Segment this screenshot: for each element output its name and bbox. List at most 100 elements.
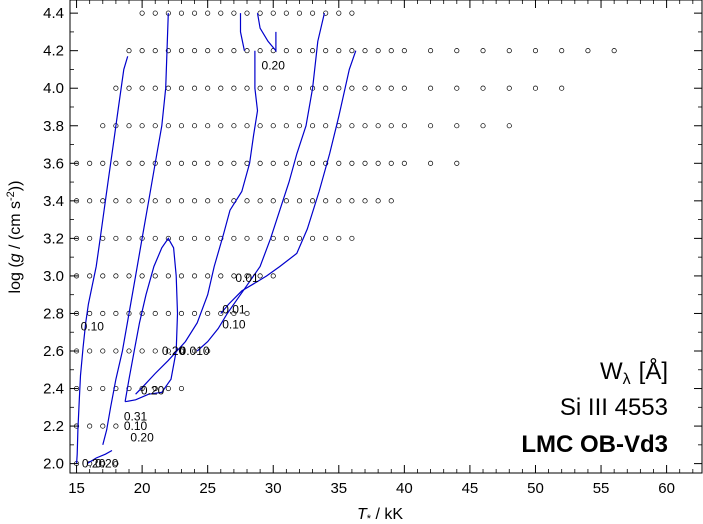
grid-point	[559, 85, 565, 91]
contour-line	[102, 13, 169, 445]
legend-line-3: LMC OB-Vd3	[521, 431, 668, 458]
x-axis-label-main: T	[357, 506, 368, 523]
contour-label: 0.10	[124, 419, 148, 433]
grid-point	[480, 123, 486, 129]
x-tick-label: 15	[68, 480, 85, 497]
grid-point	[257, 85, 263, 91]
grid-point	[480, 85, 486, 91]
grid-point	[310, 10, 316, 16]
grid-point	[283, 10, 289, 16]
contour-line	[135, 50, 259, 395]
y-axis-label-var: g	[7, 253, 24, 262]
grid-point	[205, 310, 211, 317]
grid-point	[87, 198, 93, 204]
grid-point	[113, 198, 119, 204]
grid-point	[349, 198, 355, 204]
grid-point	[152, 273, 158, 279]
grid-point	[218, 160, 224, 166]
y-axis-label-prefix: log (	[7, 262, 24, 294]
contour-line	[196, 12, 325, 352]
grid-point	[244, 85, 250, 91]
grid-point	[139, 10, 145, 16]
grid-point	[218, 123, 224, 129]
grid-point	[283, 85, 289, 91]
grid-point	[100, 348, 106, 354]
grid-point	[192, 10, 198, 16]
grid-point	[192, 85, 198, 91]
grid-point	[178, 123, 185, 129]
grid-point	[454, 123, 460, 129]
legend-wlambda: W	[600, 358, 623, 385]
grid-point	[218, 273, 224, 279]
grid-point	[323, 85, 329, 91]
grid-point	[310, 160, 316, 166]
grid-point	[506, 85, 512, 91]
grid-point	[296, 235, 303, 241]
grid-point	[388, 85, 394, 91]
grid-point	[270, 160, 276, 166]
plot-frame	[69, 0, 703, 474]
grid-point	[244, 273, 250, 279]
grid-point	[362, 48, 368, 54]
grid-point	[87, 160, 93, 166]
grid-point	[257, 198, 263, 204]
grid-point	[349, 48, 355, 54]
grid-point	[152, 85, 158, 91]
grid-point	[375, 198, 381, 204]
y-tick-label: 3.8	[43, 118, 64, 135]
x-tick-label: 50	[527, 480, 544, 497]
grid-point	[283, 235, 289, 241]
grid-point	[205, 10, 211, 16]
grid-point	[362, 198, 368, 204]
grid-point	[192, 310, 198, 317]
grid-point	[532, 85, 539, 91]
grid-point	[218, 48, 224, 54]
contour-line	[239, 13, 245, 51]
contour-label: 0.20	[262, 59, 286, 73]
grid-point	[388, 48, 394, 54]
contour-label: 0.01	[222, 303, 246, 317]
x-axis-label-sub: *	[367, 513, 372, 524]
grid-point	[126, 48, 132, 54]
grid-point	[244, 235, 250, 241]
grid-point	[113, 273, 119, 279]
grid-point	[139, 198, 145, 204]
grid-point	[113, 461, 119, 467]
grid-point	[375, 48, 381, 54]
y-tick-label: 3.0	[43, 268, 64, 285]
grid-point	[283, 48, 289, 54]
grid-point	[126, 85, 132, 91]
y-tick-label: 4.2	[43, 43, 64, 60]
grid-point	[178, 235, 185, 241]
y-tick-label: 3.2	[43, 230, 64, 247]
grid-point	[428, 160, 434, 166]
grid-point	[100, 123, 106, 129]
grid-point	[126, 160, 132, 166]
grid-point	[375, 123, 381, 129]
grid-point	[454, 48, 460, 54]
grid-point	[113, 160, 119, 166]
grid-point	[231, 48, 237, 54]
y-tick-label: 2.6	[43, 343, 64, 360]
grid-point	[401, 85, 407, 91]
grid-point	[113, 235, 119, 241]
y-tick-label: 4.0	[43, 80, 64, 97]
grid-point	[323, 235, 329, 241]
contour-label: 0.20	[141, 383, 165, 397]
grid-point	[192, 160, 198, 166]
grid-point	[323, 123, 329, 129]
model-grid-points	[74, 10, 617, 467]
grid-point	[270, 273, 276, 279]
grid-point	[178, 348, 185, 354]
grid-point	[165, 123, 171, 129]
grid-point	[165, 385, 171, 392]
contour-label: 0.10	[222, 318, 246, 332]
grid-point	[192, 48, 198, 54]
grid-point	[113, 310, 119, 317]
grid-point	[310, 123, 316, 129]
grid-point	[113, 85, 119, 91]
x-axis-label: T* / kK	[357, 506, 403, 524]
grid-point	[100, 160, 106, 166]
grid-point	[165, 198, 171, 204]
